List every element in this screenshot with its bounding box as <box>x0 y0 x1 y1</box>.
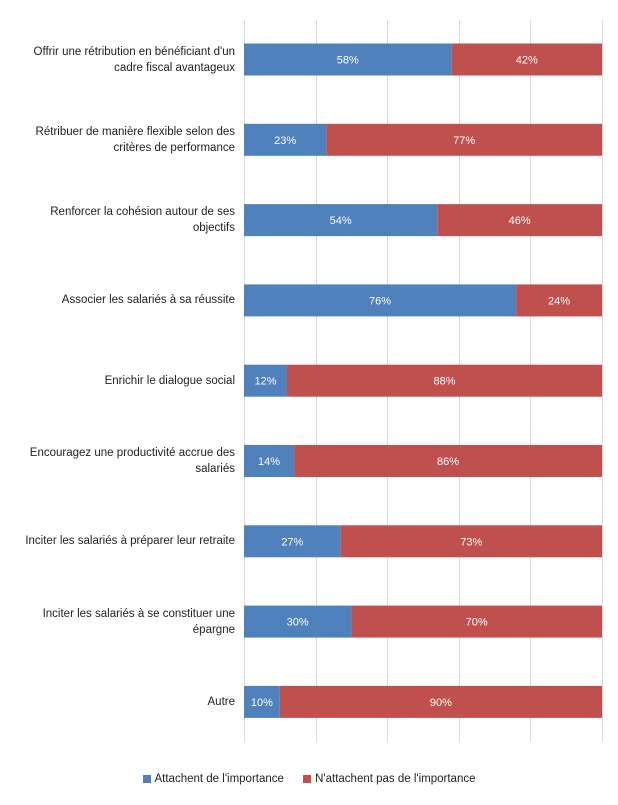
category-label: Offrir une rétribution en bénéficiant d'… <box>33 45 235 74</box>
bar-n-attachent-pas <box>516 284 602 317</box>
bar-n-attachent-pas <box>286 364 602 397</box>
bar-attachent <box>244 605 352 638</box>
bar-attachent <box>244 525 341 558</box>
bar-n-attachent-pas <box>326 123 602 156</box>
data-label: 90% <box>430 697 452 709</box>
bar-n-attachent-pas <box>437 204 602 237</box>
data-label: 76% <box>369 295 391 307</box>
bar-n-attachent-pas <box>340 525 602 558</box>
legend-swatch-n-attachent-pas <box>303 775 312 783</box>
data-label: 58% <box>337 55 359 67</box>
data-label: 27% <box>281 536 303 548</box>
data-label: 54% <box>330 215 352 227</box>
category-label: Enrichir le dialogue social <box>104 374 235 387</box>
data-label: 24% <box>548 295 570 307</box>
data-label: 86% <box>437 456 459 468</box>
bar-attachent <box>244 685 280 718</box>
data-label: 73% <box>460 536 482 548</box>
bar-attachent <box>244 43 452 76</box>
category-label: Renforcer la cohésion autour de ses obje… <box>50 206 235 235</box>
data-label: 23% <box>274 135 296 147</box>
bar-attachent <box>244 123 327 156</box>
legend-label-attachent: Attachent de l'importance <box>154 773 284 785</box>
chart-legend: Attachent de l'importance N'attachent pa… <box>0 773 618 786</box>
legend-item-attachent: Attachent de l'importance <box>142 773 284 785</box>
category-label: Inciter les salariés à préparer leur ret… <box>25 535 235 548</box>
legend-item-n-attachent-pas: N'attachent pas de l'importance <box>303 773 476 785</box>
category-label: Encouragez une productivité accrue des s… <box>29 447 235 475</box>
data-label: 88% <box>433 376 455 388</box>
data-label: 10% <box>251 697 273 709</box>
category-label: Autre <box>207 695 236 708</box>
legend-swatch-attachent <box>142 775 151 783</box>
bar-attachent <box>244 445 295 477</box>
data-label: 12% <box>254 376 276 388</box>
legend-label-n-attachent-pas: N'attachent pas de l'importance <box>315 773 476 785</box>
bar-n-attachent-pas <box>279 685 602 718</box>
data-label: 30% <box>287 617 309 629</box>
bar-n-attachent-pas <box>351 605 602 638</box>
data-label: 70% <box>466 617 488 629</box>
data-label: 14% <box>258 456 280 468</box>
bar-attachent <box>244 284 517 317</box>
data-label: 46% <box>509 215 531 227</box>
bar-n-attachent-pas <box>294 445 602 477</box>
category-label: Rétribuer de manière flexible selon des … <box>35 125 235 154</box>
bar-n-attachent-pas <box>451 43 602 76</box>
data-label: 77% <box>453 135 475 147</box>
category-label: Inciter les salariés à se constituer une… <box>42 607 235 636</box>
category-label: Associer les salariés à sa réussite <box>61 294 235 307</box>
data-label: 42% <box>516 55 538 67</box>
bar-attachent <box>244 204 438 237</box>
bar-attachent <box>244 364 287 397</box>
